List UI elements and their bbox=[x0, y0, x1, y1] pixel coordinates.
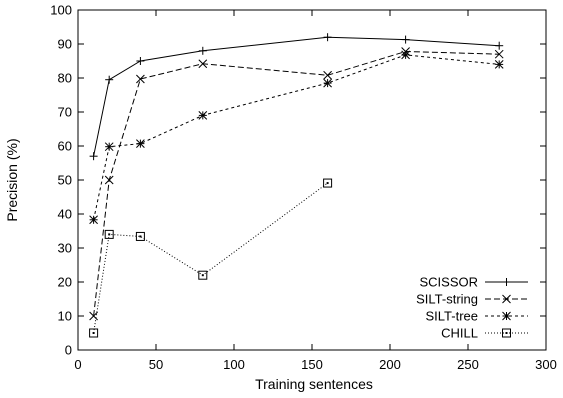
marker-dot bbox=[139, 235, 142, 238]
y-tick-label: 60 bbox=[58, 139, 72, 154]
marker-stroke bbox=[494, 49, 504, 59]
legend-marker bbox=[502, 294, 511, 304]
marker-stroke bbox=[494, 60, 504, 69]
data-point bbox=[323, 33, 332, 42]
x-tick-label: 300 bbox=[535, 357, 557, 372]
marker-square bbox=[323, 178, 333, 188]
y-tick-label: 30 bbox=[58, 241, 72, 256]
legend-label: SILT-string bbox=[416, 292, 478, 307]
y-tick-label: 90 bbox=[58, 37, 72, 52]
legend-label: CHILL bbox=[441, 326, 478, 341]
data-point bbox=[494, 49, 504, 59]
legend-label: SCISSOR bbox=[419, 275, 478, 290]
marker-dot bbox=[92, 332, 95, 334]
data-point bbox=[136, 74, 145, 84]
data-point bbox=[198, 270, 208, 280]
data-point bbox=[89, 215, 98, 225]
marker-stroke bbox=[136, 74, 145, 84]
data-point bbox=[198, 111, 208, 120]
x-tick-label: 50 bbox=[149, 357, 163, 372]
data-point bbox=[135, 231, 145, 241]
data-point bbox=[105, 75, 114, 84]
legend-marker bbox=[502, 311, 511, 321]
marker-stroke bbox=[104, 142, 114, 152]
marker-square bbox=[502, 328, 511, 338]
marker-square bbox=[198, 270, 208, 280]
marker-stroke bbox=[198, 111, 208, 120]
data-point bbox=[401, 50, 410, 60]
legend-marker bbox=[502, 328, 511, 338]
y-tick-label: 0 bbox=[65, 343, 72, 358]
y-tick-label: 70 bbox=[58, 105, 72, 120]
marker-stroke bbox=[502, 294, 511, 304]
data-point bbox=[323, 178, 333, 188]
data-point bbox=[136, 57, 145, 65]
marker-stroke bbox=[136, 139, 145, 148]
series-line bbox=[93, 182, 328, 334]
marker-stroke bbox=[401, 50, 410, 60]
series-line bbox=[93, 36, 500, 157]
marker-square bbox=[89, 328, 99, 338]
series-layer bbox=[89, 33, 504, 338]
x-tick-label: 250 bbox=[457, 357, 479, 372]
data-point bbox=[495, 41, 504, 50]
data-point bbox=[323, 78, 332, 88]
series-chill bbox=[89, 178, 333, 338]
data-point bbox=[89, 311, 98, 321]
series-scissor bbox=[89, 33, 504, 161]
marker-dot bbox=[108, 233, 111, 236]
marker-stroke bbox=[198, 59, 208, 69]
y-axis-label: Precision (%) bbox=[4, 138, 20, 221]
data-point bbox=[198, 59, 208, 69]
marker-dot bbox=[201, 274, 204, 277]
x-axis-label: Training sentences bbox=[255, 376, 373, 392]
legend-marker bbox=[502, 278, 511, 286]
data-point bbox=[494, 60, 504, 69]
marker-dot bbox=[326, 182, 329, 185]
data-point bbox=[136, 139, 145, 148]
marker-stroke bbox=[89, 311, 98, 321]
marker-stroke bbox=[323, 70, 332, 80]
marker-stroke bbox=[89, 215, 98, 225]
marker-stroke bbox=[104, 175, 114, 185]
y-tick-label: 40 bbox=[58, 207, 72, 222]
x-tick-label: 150 bbox=[301, 357, 323, 372]
y-tick-label: 100 bbox=[50, 3, 72, 18]
data-point bbox=[198, 46, 207, 55]
marker-stroke bbox=[502, 311, 511, 321]
data-point bbox=[104, 229, 114, 239]
x-tick-label: 0 bbox=[74, 357, 81, 372]
data-point bbox=[104, 142, 114, 152]
marker-square bbox=[135, 231, 145, 241]
y-tick-label: 80 bbox=[58, 71, 72, 86]
marker-dot bbox=[505, 332, 508, 334]
marker-square bbox=[104, 229, 114, 239]
x-tick-label: 100 bbox=[223, 357, 245, 372]
y-tick-label: 20 bbox=[58, 275, 72, 290]
legend-label: SILT-tree bbox=[425, 309, 478, 324]
data-point bbox=[89, 152, 98, 161]
y-tick-label: 50 bbox=[58, 173, 72, 188]
data-point bbox=[323, 70, 332, 80]
legend: SCISSOR SILT-string SILT-tree CHILL bbox=[416, 275, 528, 341]
axis-ticks: 0 50 100 150 200 250 300 0 10 20 30 40 50 60 70 80 90 100 bbox=[50, 3, 557, 373]
data-point bbox=[401, 35, 410, 44]
series-line bbox=[93, 54, 500, 220]
marker-stroke bbox=[323, 78, 332, 88]
data-point bbox=[89, 328, 99, 338]
x-tick-label: 200 bbox=[379, 357, 401, 372]
data-point bbox=[104, 175, 114, 185]
series-silt-tree bbox=[89, 50, 504, 225]
y-tick-label: 10 bbox=[58, 309, 72, 324]
